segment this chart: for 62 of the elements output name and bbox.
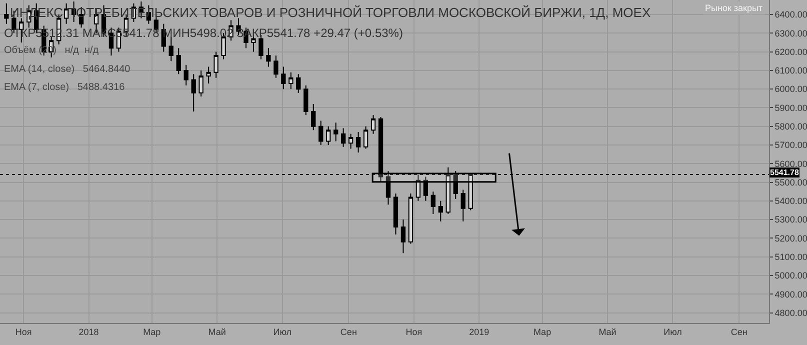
y-tick-label: 5900.00 [774, 102, 807, 113]
candlestick [184, 64, 188, 86]
annotation: EMA (7, close) 5488.4316 [4, 82, 126, 93]
candlestick [288, 72, 294, 90]
y-tick-label: 4800.00 [774, 308, 807, 318]
candlestick [370, 114, 376, 134]
candlestick [191, 74, 196, 112]
candlestick [408, 192, 414, 244]
candlestick [348, 133, 354, 150]
y-tick-label: 5600.00 [774, 158, 807, 169]
candlestick [274, 55, 278, 78]
y-tick-label: 5400.00 [774, 196, 807, 206]
candlestick [430, 191, 436, 214]
candlestick [393, 192, 398, 235]
candlestick [214, 51, 218, 78]
y-tick-label: 5100.00 [774, 252, 807, 262]
candlestick [206, 66, 211, 84]
candlestick [281, 66, 286, 90]
x-tick-label: 2019 [469, 326, 490, 337]
annotation: Рынок закрыт [705, 3, 763, 13]
candlestick [334, 122, 338, 142]
x-tick-label: Ноя [406, 326, 422, 337]
candlestick [4, 2, 9, 24]
y-tick-label: 6400.00 [774, 10, 807, 20]
y-tick-label: 5200.00 [774, 233, 807, 244]
candlestick [176, 48, 181, 75]
y-tick-label: 5700.00 [774, 140, 807, 150]
x-tick-label: Май [598, 326, 616, 337]
candlestick [460, 189, 466, 222]
candlestick [438, 200, 443, 222]
ref-line-label: 5541.78 [770, 168, 800, 177]
candlestick [198, 70, 204, 98]
candlestick [363, 126, 368, 150]
candlestick [311, 104, 316, 131]
y-tick-label: 6200.00 [774, 46, 807, 57]
candlestick [356, 131, 361, 153]
y-tick-label: 5000.00 [774, 270, 807, 281]
candlestick [318, 120, 324, 146]
x-tick-label: Ноя [15, 326, 32, 337]
y-tick-label: 6100.00 [774, 66, 807, 76]
y-tick-label: 5500.00 [774, 177, 807, 188]
candlestick [296, 74, 301, 94]
y-tick-label: 4900.00 [774, 289, 807, 300]
x-tick-label: Май [208, 326, 226, 337]
x-tick-label: Июл [664, 326, 682, 337]
candlestick [266, 48, 271, 68]
candlestick [400, 219, 406, 254]
candlestick [304, 84, 308, 116]
annotation: EMA (14, close) 5464.8440 [4, 64, 131, 75]
candlestick [340, 128, 346, 148]
y-tick-label: 5800.00 [774, 122, 807, 132]
x-tick-label: Июл [273, 326, 292, 337]
x-tick-label: Сен [340, 326, 357, 337]
candlestick [326, 126, 331, 146]
y-tick-label: 5300.00 [774, 214, 807, 225]
candlestick [168, 36, 174, 62]
x-tick-label: Мар [143, 326, 161, 337]
y-tick-label: 6000.00 [774, 84, 807, 94]
x-tick-label: Сен [730, 326, 748, 337]
y-tick-label: 6300.00 [774, 28, 807, 38]
x-tick-label: Мар [533, 326, 552, 337]
x-tick-label: 2018 [78, 326, 99, 337]
